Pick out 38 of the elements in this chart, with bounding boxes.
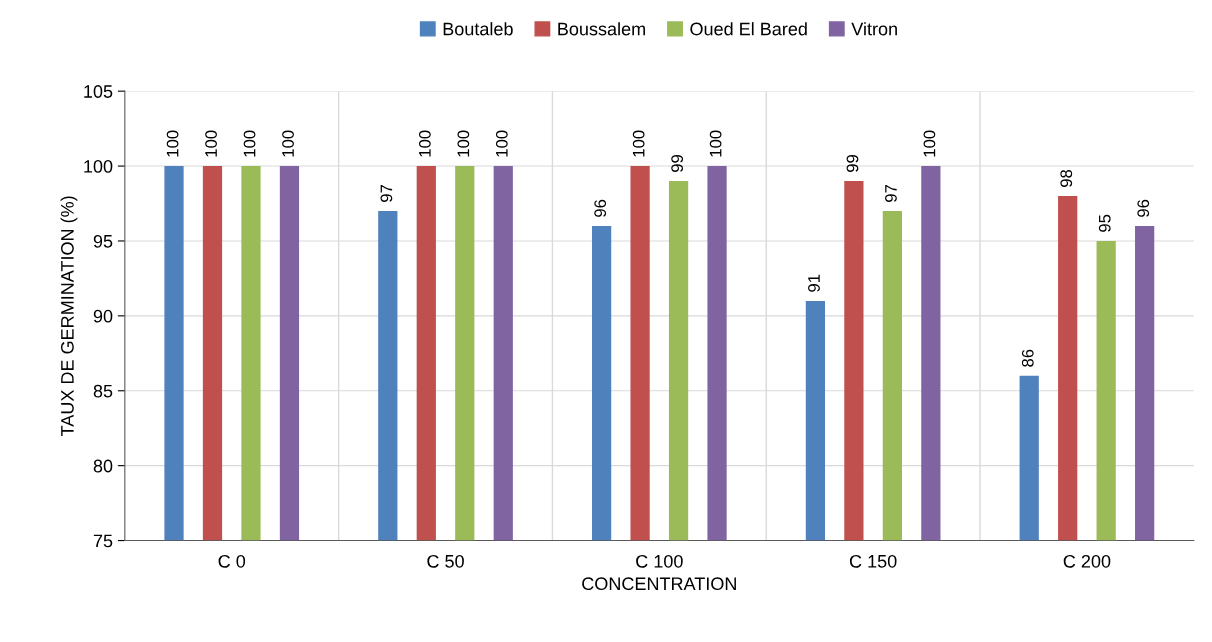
y-tick-label: 95 (93, 234, 113, 248)
x-tick-label: C 50 (427, 554, 464, 568)
legend-label: Boussalem (558, 22, 645, 36)
data-label: 96 (594, 199, 607, 217)
data-label: 99 (846, 154, 859, 172)
legend-label: Boutaleb (443, 22, 513, 36)
legend-label: Vitron (851, 22, 897, 36)
x-tick-label: C 100 (636, 554, 683, 568)
data-label: 100 (923, 130, 936, 157)
data-label: 100 (166, 130, 179, 157)
data-label: 100 (457, 130, 470, 157)
data-label: 99 (671, 154, 684, 172)
data-label: 100 (495, 130, 508, 157)
data-label: 100 (709, 130, 722, 157)
data-label: 100 (205, 130, 217, 157)
data-label: 96 (1137, 199, 1150, 217)
x-tick-label: C 150 (849, 554, 897, 568)
y-tick-label: 90 (93, 309, 113, 323)
data-label: 98 (1060, 169, 1073, 187)
data-label: 100 (282, 130, 294, 157)
legend-label: Oued El Bared (690, 22, 807, 36)
y-tick-label: 75 (93, 534, 113, 548)
data-label: 97 (380, 184, 393, 202)
y-axis-title: TAUX DE GERMINATION (%) (60, 196, 78, 437)
data-label: 95 (1098, 214, 1111, 232)
y-tick-label: 85 (93, 384, 113, 398)
x-axis-title: CONCENTRATION (582, 577, 736, 591)
y-tick-label: 105 (84, 85, 113, 98)
data-label: 97 (885, 184, 897, 202)
y-tick-label: 100 (84, 160, 113, 173)
data-label: 86 (1021, 349, 1034, 367)
x-tick-label: C 200 (1063, 554, 1111, 568)
x-tick-label: C 0 (218, 554, 246, 568)
data-label: 91 (808, 274, 820, 292)
y-tick-label: 80 (93, 459, 113, 473)
data-label: 100 (632, 130, 645, 157)
data-label: 100 (243, 130, 256, 157)
data-label: 100 (418, 130, 431, 157)
